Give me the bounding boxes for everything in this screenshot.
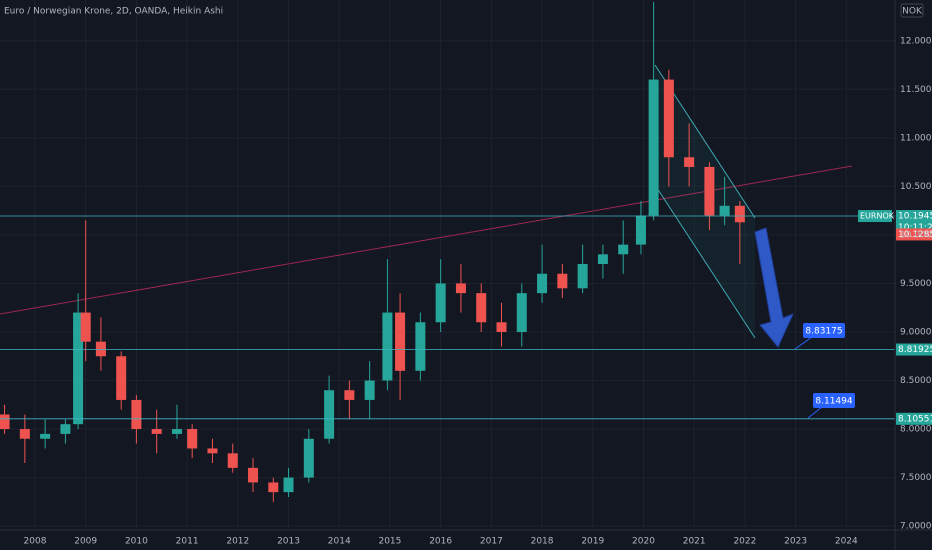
candle-body [496, 322, 507, 332]
y-tick-label: 9.50000 [900, 279, 932, 289]
countdown-label: 10:11:24 [898, 223, 932, 233]
x-tick-label: 2013 [277, 537, 300, 547]
price-tag-label: 10.19450 [898, 212, 932, 222]
candle-body [303, 438, 314, 478]
currency: NOK [902, 7, 923, 17]
candle-body [283, 477, 294, 493]
chart-title: Euro / Norwegian Krone, 2D, OANDA, Heiki… [4, 7, 223, 17]
candle-body [516, 293, 527, 332]
candle-body [207, 448, 218, 454]
price-tag [896, 210, 932, 223]
candle-body [719, 205, 730, 216]
x-tick-label: 2012 [226, 537, 249, 547]
candle-body [151, 429, 162, 434]
callout-label: 8.83175 [805, 327, 842, 337]
price-tag [896, 228, 932, 241]
candle-body [60, 424, 71, 434]
candle-body [248, 467, 259, 483]
y-tick-label: 11.50000 [900, 85, 932, 95]
y-tick-label: 8.50000 [900, 376, 932, 386]
x-tick-label: 2014 [328, 537, 351, 547]
candle-body [648, 79, 659, 216]
candle-body [382, 312, 393, 381]
candle-body [95, 341, 106, 357]
x-tick-label: 2010 [125, 537, 148, 547]
candle-body [80, 312, 91, 342]
candle-body [187, 429, 198, 449]
x-tick-label: 2024 [835, 537, 858, 547]
x-tick-label: 2008 [24, 537, 47, 547]
candle-body [435, 283, 446, 323]
y-tick-label: 10.00000 [900, 230, 932, 240]
candle-body [40, 433, 51, 439]
price-tag-label: 10.12850 [898, 230, 932, 240]
candle-body [684, 157, 695, 167]
x-tick-label: 2016 [429, 537, 452, 547]
countdown-tag [896, 222, 932, 234]
candle-body [537, 273, 548, 294]
candle-body [577, 264, 588, 289]
x-tick-label: 2017 [480, 537, 503, 547]
candle-body [324, 390, 335, 439]
callout-box [803, 323, 845, 338]
price-tag [896, 343, 932, 356]
callout-pointer [794, 336, 813, 350]
price-tag-label: 8.10551 [898, 414, 932, 424]
y-tick-label: 9.00000 [900, 327, 932, 337]
y-tick-label: 11.00000 [900, 133, 932, 143]
x-tick-label: 2023 [784, 537, 807, 547]
callout-label: 8.11494 [815, 397, 852, 407]
x-tick-label: 2011 [176, 537, 199, 547]
candle-body [597, 254, 608, 265]
candle-body [268, 482, 279, 493]
channel-line [654, 184, 756, 339]
candle-body [19, 429, 30, 439]
symbol-label: EURNOK [860, 212, 895, 221]
price-tag [896, 412, 932, 425]
symbol-tag [858, 210, 892, 223]
y-tick-label: 10.50000 [900, 182, 932, 192]
candle-body [131, 399, 142, 430]
candle-body [557, 273, 568, 289]
price-tag-label: 8.81925 [898, 345, 932, 355]
candle-body [704, 166, 715, 216]
candle-body [0, 414, 10, 430]
x-tick-label: 2009 [74, 537, 97, 547]
candle-body [635, 215, 646, 245]
y-tick-label: 7.50000 [900, 473, 932, 483]
candle-body [344, 390, 355, 400]
callout-box [813, 393, 855, 408]
x-tick-label: 2022 [733, 537, 756, 547]
candle-body [116, 356, 127, 400]
candle-body [618, 244, 629, 255]
currency-box [900, 3, 924, 18]
x-tick-label: 2019 [581, 537, 604, 547]
candle-body [73, 312, 84, 425]
callout-pointer [807, 406, 823, 419]
candle-body [227, 453, 238, 468]
x-tick-label: 2021 [683, 537, 706, 547]
arrow [754, 227, 794, 348]
x-tick-label: 2018 [531, 537, 554, 547]
y-tick-label: 8.00000 [900, 425, 932, 435]
candle-body [415, 322, 426, 371]
candle-body [455, 283, 466, 294]
x-tick-label: 2015 [378, 537, 401, 547]
y-tick-label: 7.00000 [900, 522, 932, 532]
candle-body [364, 380, 375, 400]
y-tick-label: 12.00000 [900, 36, 932, 46]
candle-body [171, 429, 182, 434]
candle-body [663, 79, 674, 158]
candle-body [734, 205, 745, 223]
candle-body [395, 312, 406, 371]
candle-body [476, 293, 487, 323]
x-tick-label: 2020 [632, 537, 655, 547]
